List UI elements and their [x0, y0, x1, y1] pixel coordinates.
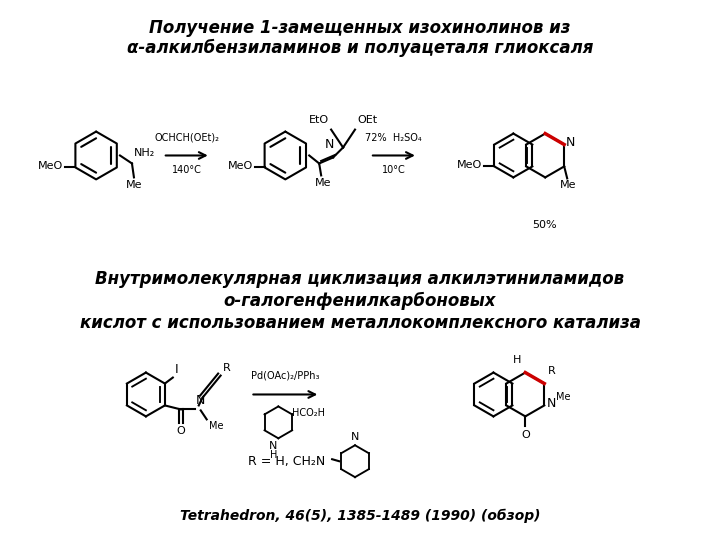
- Text: H: H: [513, 355, 521, 365]
- Text: HCO₂H: HCO₂H: [292, 408, 325, 418]
- Text: EtO: EtO: [309, 114, 329, 125]
- Text: MeO: MeO: [228, 161, 253, 171]
- Text: OEt: OEt: [357, 114, 377, 125]
- Text: I: I: [175, 362, 179, 375]
- Text: Внутримолекулярная циклизация алкилэтиниламидов: Внутримолекулярная циклизация алкилэтини…: [96, 270, 624, 288]
- Text: Me: Me: [315, 178, 331, 188]
- Text: N: N: [325, 138, 334, 152]
- Text: 50%: 50%: [532, 220, 557, 230]
- Text: N: N: [351, 433, 359, 442]
- Text: 10°C: 10°C: [382, 165, 406, 176]
- Text: Me: Me: [560, 180, 577, 191]
- Text: Получение 1-замещенных изохинолинов из: Получение 1-замещенных изохинолинов из: [149, 19, 571, 37]
- Text: кислот с использованием металлокомплексного катализа: кислот с использованием металлокомплексн…: [79, 314, 641, 332]
- Text: N: N: [566, 136, 575, 149]
- Text: Me: Me: [126, 180, 142, 191]
- Text: R: R: [548, 366, 556, 375]
- Text: α-алкилбензиламинов и полуацеталя глиоксаля: α-алкилбензиламинов и полуацеталя глиокс…: [127, 39, 593, 57]
- Text: R: R: [222, 362, 230, 373]
- Text: 140°C: 140°C: [172, 165, 202, 176]
- Text: N: N: [196, 394, 205, 407]
- Text: R = H, CH₂N: R = H, CH₂N: [248, 455, 325, 468]
- Text: Tetrahedron, 46(5), 1385-1489 (1990) (обзор): Tetrahedron, 46(5), 1385-1489 (1990) (об…: [180, 509, 540, 523]
- Text: OCHCH(OEt)₂: OCHCH(OEt)₂: [154, 132, 219, 143]
- Text: H: H: [270, 450, 277, 460]
- Text: O: O: [521, 430, 530, 440]
- Text: MeO: MeO: [38, 161, 63, 171]
- Text: O: O: [176, 427, 185, 436]
- Text: N: N: [546, 397, 556, 410]
- Text: N: N: [269, 441, 277, 451]
- Text: MeO: MeO: [457, 160, 482, 171]
- Text: о-галогенфенилкарбоновых: о-галогенфенилкарбоновых: [224, 292, 496, 310]
- Text: NH₂: NH₂: [134, 148, 156, 158]
- Text: Pd(OAc)₂/PPh₃: Pd(OAc)₂/PPh₃: [251, 370, 320, 381]
- Text: Me: Me: [557, 393, 571, 402]
- Text: Me: Me: [209, 421, 223, 431]
- Text: 72%  H₂SO₄: 72% H₂SO₄: [366, 132, 422, 143]
